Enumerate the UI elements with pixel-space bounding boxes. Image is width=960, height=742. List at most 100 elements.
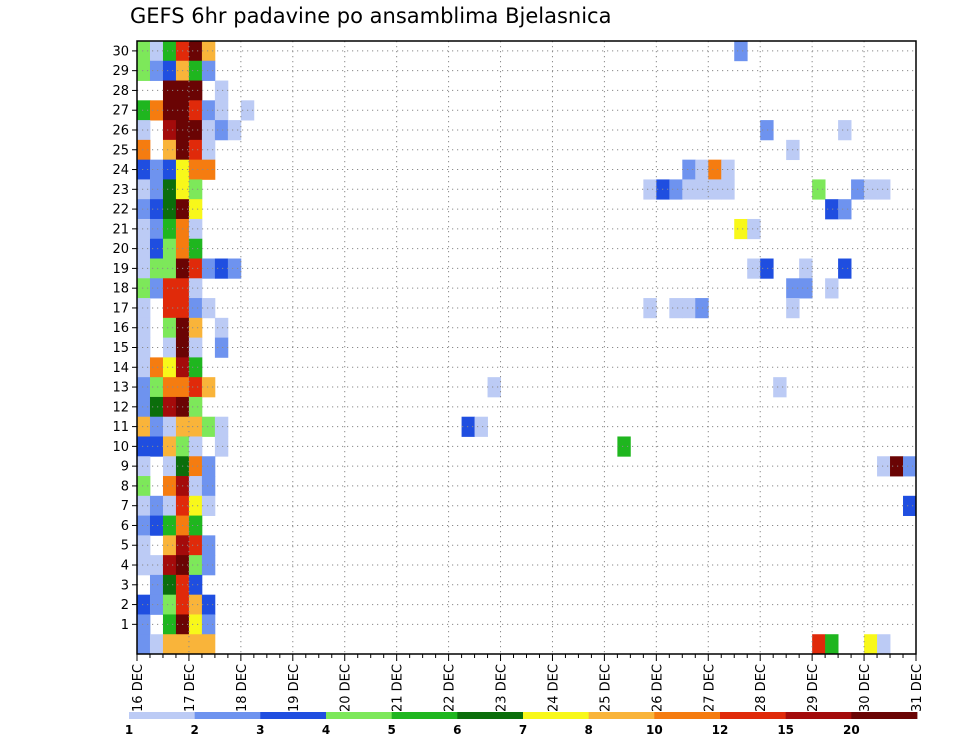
heatmap-cell: [162, 60, 177, 81]
heatmap-cell: [188, 614, 203, 635]
heatmap-cell: [162, 456, 177, 477]
heatmap-cell: [825, 634, 839, 655]
heatmap-cell: [188, 396, 203, 418]
heatmap-cell: [682, 179, 696, 200]
heatmap-cell: [188, 100, 203, 121]
y-tick-label: 26: [112, 123, 129, 138]
heatmap-cell: [890, 456, 904, 477]
heatmap-cell: [825, 199, 839, 220]
heatmap-cell: [201, 416, 216, 437]
heatmap-cell: [149, 495, 164, 516]
x-tick-label: 31 DEC: [910, 664, 925, 712]
y-tick-label: 24: [112, 163, 129, 178]
x-tick-label: 26 DEC: [650, 664, 665, 712]
heatmap-cell: [773, 377, 787, 398]
heatmap-cell: [227, 120, 242, 141]
heatmap-cell: [201, 120, 216, 141]
heatmap-cell: [162, 139, 177, 161]
colorbar-segment: [194, 712, 261, 719]
heatmap-cell: [162, 436, 177, 457]
heatmap-cell: [162, 317, 177, 339]
heatmap-cell: [137, 495, 151, 516]
heatmap-cell: [214, 436, 229, 457]
heatmap-cell: [162, 396, 177, 418]
heatmap-cell: [734, 41, 748, 62]
heatmap-cell: [137, 377, 151, 398]
heatmap-cell: [137, 120, 151, 141]
heatmap-cell: [214, 317, 229, 339]
colorbar-segment: [851, 712, 918, 719]
heatmap-cell: [162, 298, 177, 319]
chart-title: GEFS 6hr padavine po ansamblima Bjelasni…: [130, 4, 612, 28]
heatmap-cell: [695, 159, 709, 180]
heatmap-cell: [227, 258, 242, 279]
heatmap-cell: [201, 298, 216, 319]
heatmap-cell: [149, 515, 164, 536]
heatmap-cell: [643, 179, 657, 200]
heatmap-cell: [188, 317, 203, 339]
heatmap-cell: [162, 179, 177, 200]
heatmap-cell: [149, 634, 164, 655]
heatmap-cell: [137, 476, 151, 497]
heatmap-cell: [149, 100, 164, 121]
heatmap-cell: [149, 594, 164, 615]
heatmap-cell: [838, 120, 852, 141]
heatmap-cell: [760, 120, 774, 141]
y-tick-label: 4: [121, 559, 129, 574]
heatmap-cell: [201, 476, 216, 497]
x-tick-label: 25 DEC: [598, 664, 613, 712]
heatmap-cell: [188, 377, 203, 398]
x-tick-label: 28 DEC: [754, 664, 769, 712]
heatmap-cell: [188, 41, 203, 62]
heatmap-cell: [149, 238, 164, 259]
heatmap-cell: [149, 258, 164, 279]
heatmap-cell: [149, 218, 164, 240]
heatmap-cell: [474, 416, 488, 437]
heatmap-cell: [747, 258, 761, 279]
heatmap-cell: [188, 535, 203, 556]
y-tick-label: 9: [121, 460, 129, 475]
y-tick-label: 28: [112, 84, 129, 99]
y-tick-label: 27: [112, 104, 129, 119]
heatmap-cell: [137, 317, 151, 339]
heatmap-cell: [838, 258, 852, 279]
x-tick-label: 21 DEC: [391, 664, 406, 712]
colorbar-label: 12: [712, 723, 729, 737]
colorbar-label: 20: [843, 723, 860, 737]
heatmap-cell: [695, 179, 709, 200]
y-tick-label: 2: [121, 598, 129, 613]
y-tick-label: 25: [112, 143, 129, 158]
heatmap-cell: [162, 238, 177, 259]
heatmap-cell: [188, 634, 203, 655]
colorbar-label: 1: [125, 723, 133, 737]
heatmap-cell: [214, 416, 229, 437]
heatmap-cell: [188, 594, 203, 615]
plot-frame: [136, 40, 917, 655]
heatmap-cell: [734, 218, 748, 240]
heatmap-cell: [188, 495, 203, 516]
heatmap-cell: [188, 60, 203, 81]
y-tick-label: 30: [112, 44, 129, 59]
heatmap-cell: [812, 179, 826, 200]
heatmap-cell: [864, 179, 878, 200]
heatmap-cell: [188, 179, 203, 200]
heatmap-cell: [188, 456, 203, 477]
heatmap-cell: [188, 337, 203, 358]
x-tick-label: 29 DEC: [806, 664, 821, 712]
heatmap-cell: [643, 298, 657, 319]
heatmap-cell: [201, 100, 216, 121]
heatmap-cell: [188, 555, 203, 576]
heatmap-cell: [162, 100, 177, 121]
colorbar-segment: [720, 712, 787, 719]
heatmap-cell: [162, 278, 177, 299]
heatmap-cell: [149, 555, 164, 576]
heatmap-cell: [214, 120, 229, 141]
heatmap-cell: [188, 238, 203, 259]
heatmap-cell: [162, 80, 177, 101]
heatmap-cell: [162, 634, 177, 655]
colorbar-label: 10: [646, 723, 663, 737]
heatmap-cell: [201, 159, 216, 180]
y-tick-label: 14: [112, 361, 129, 376]
heatmap-cell: [149, 41, 164, 62]
heatmap-cell: [149, 179, 164, 200]
